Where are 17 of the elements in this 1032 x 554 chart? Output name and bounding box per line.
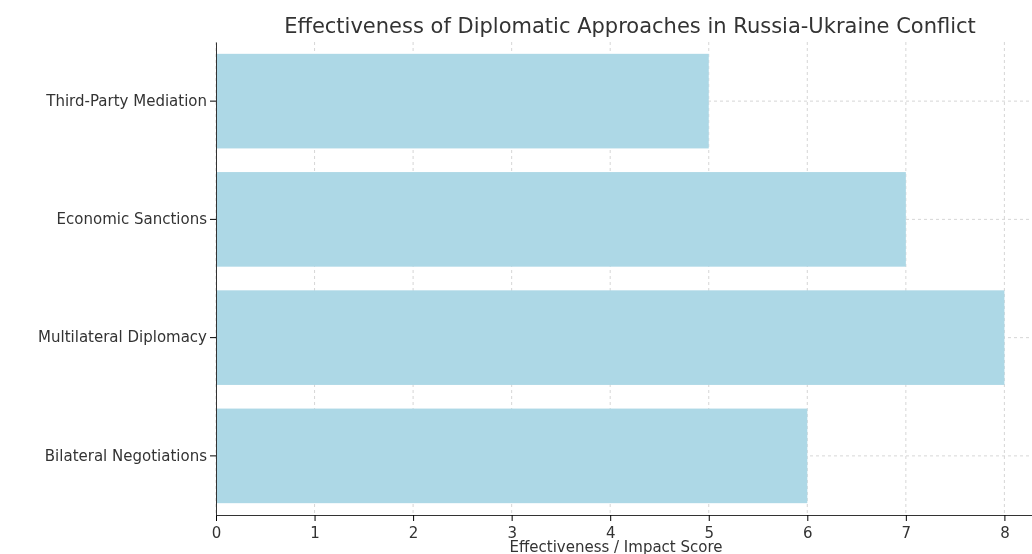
x-tick-label: 1 <box>310 523 320 542</box>
x-tick-label: 8 <box>1000 523 1010 542</box>
y-tick-label: Third-Party Mediation <box>45 91 207 110</box>
y-tick-label: Multilateral Diplomacy <box>38 328 208 347</box>
bar <box>216 408 808 504</box>
bar <box>216 172 906 267</box>
x-tick-label: 7 <box>901 523 912 542</box>
x-tick-label: 4 <box>605 523 616 542</box>
x-tick-label: 6 <box>803 523 813 542</box>
chart-title: Effectiveness of Diplomatic Approaches in Russia-Ukraine Conflict <box>284 14 976 38</box>
x-tick-label: 2 <box>408 523 419 542</box>
bar <box>216 290 1005 385</box>
bar <box>216 53 709 149</box>
x-tick-label: 5 <box>704 523 715 542</box>
x-tick-label: 0 <box>211 523 222 542</box>
y-tick-label: Bilateral Negotiations <box>44 446 208 465</box>
y-tick-label: Economic Sanctions <box>56 210 208 229</box>
